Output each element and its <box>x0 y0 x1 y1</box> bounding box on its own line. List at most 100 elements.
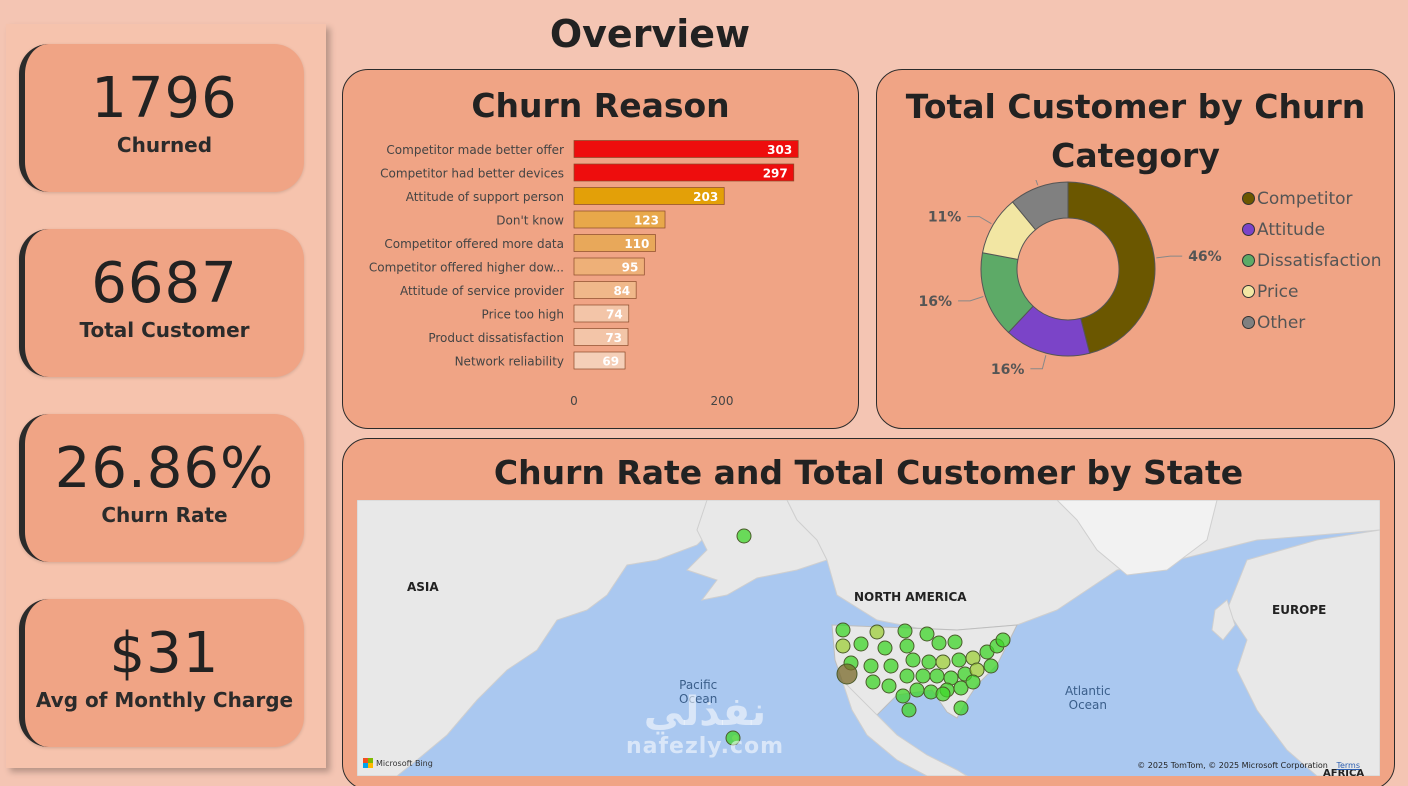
state-bubble[interactable] <box>953 680 969 696</box>
map-copyright: © 2025 TomTom, © 2025 Microsoft Corporat… <box>1137 761 1328 770</box>
bar-category-label: Competitor made better offer <box>386 143 564 157</box>
legend-dot-icon <box>1242 285 1255 298</box>
state-bubble[interactable] <box>915 668 931 684</box>
state-bubble[interactable] <box>881 678 897 694</box>
kpi-label: Total Customer <box>79 318 250 342</box>
state-bubble[interactable] <box>951 652 967 668</box>
legend-item-other[interactable]: Other <box>1242 307 1382 338</box>
kpi-label: Churn Rate <box>101 503 228 527</box>
donut-leader-line <box>958 296 984 302</box>
bar[interactable] <box>573 234 656 252</box>
state-bubble[interactable] <box>931 635 947 651</box>
microsoft-logo-icon <box>363 758 373 768</box>
state-bubble[interactable] <box>725 730 741 746</box>
bar[interactable] <box>573 304 630 323</box>
legend-label: Other <box>1257 312 1306 333</box>
terms-link[interactable]: Terms <box>1336 761 1360 770</box>
state-bubble[interactable] <box>921 654 937 670</box>
state-bubble[interactable] <box>865 674 881 690</box>
state-bubble[interactable] <box>983 658 999 674</box>
donut-leader-line <box>967 216 992 225</box>
bar[interactable] <box>573 257 645 276</box>
bar[interactable] <box>573 328 629 346</box>
legend-item-competitor[interactable]: Competitor <box>1242 183 1382 214</box>
bing-attribution: Microsoft Bing <box>363 758 433 768</box>
state-bubble[interactable] <box>919 626 935 642</box>
state-bubble[interactable] <box>899 668 915 684</box>
state-bubble[interactable] <box>899 638 915 654</box>
state-bubble[interactable] <box>835 638 851 654</box>
legend-dot-icon <box>1242 192 1255 205</box>
bar[interactable] <box>573 187 725 205</box>
kpi-card-avg-monthly-charge[interactable]: $31 Avg of Monthly Charge <box>19 599 304 747</box>
map-label-pacific: Pacific Ocean <box>679 678 717 706</box>
donut-slice[interactable] <box>1067 181 1156 354</box>
bar[interactable] <box>573 163 795 182</box>
legend-item-attitude[interactable]: Attitude <box>1242 214 1382 245</box>
state-bubble[interactable] <box>929 668 945 684</box>
watermark-arabic: نفذلي <box>643 689 767 735</box>
state-bubble[interactable] <box>901 702 917 718</box>
state-bubble[interactable] <box>935 686 951 702</box>
state-bubble[interactable] <box>835 622 851 638</box>
watermark-latin: nafezly.com <box>625 734 785 759</box>
churn-by-state-card: Churn Rate and Total Customer by State A… <box>342 438 1395 786</box>
state-bubble[interactable] <box>965 674 981 690</box>
kpi-card-churn-rate[interactable]: 26.86% Churn Rate <box>19 414 304 562</box>
donut-leader-line <box>1035 180 1039 186</box>
state-bubble[interactable] <box>995 632 1011 648</box>
donut-data-label: 16% <box>991 362 1025 378</box>
state-bubble[interactable] <box>836 663 858 685</box>
legend-label: Competitor <box>1257 188 1353 209</box>
state-bubble[interactable] <box>863 658 879 674</box>
churn-category-donut-chart[interactable]: 46% 16% 16% 11% 11% <box>877 180 1237 430</box>
legend-label: Attitude <box>1257 219 1326 240</box>
donut-leader-line <box>1156 255 1183 259</box>
bar-category-label: Competitor offered higher dow... <box>369 261 564 275</box>
bar-category-label: Price too high <box>482 308 564 322</box>
kpi-value: 26.86% <box>54 436 275 501</box>
bar[interactable] <box>573 210 666 229</box>
state-bubble[interactable] <box>909 682 925 698</box>
state-bubble[interactable] <box>905 652 921 668</box>
bar-data-label: 303 <box>767 143 792 157</box>
bar-data-label: 73 <box>605 331 622 345</box>
ocean-label-line: Atlantic <box>1065 684 1111 698</box>
donut-slice[interactable] <box>1011 181 1069 231</box>
bar[interactable] <box>573 351 626 370</box>
kpi-card-total-customer[interactable]: 6687 Total Customer <box>19 229 304 377</box>
state-bubble[interactable] <box>897 623 913 639</box>
bar[interactable] <box>573 140 799 158</box>
legend-item-dissatisfaction[interactable]: Dissatisfaction <box>1242 245 1382 276</box>
bar-category-label: Attitude of service provider <box>400 284 564 298</box>
churn-reason-bar-chart[interactable]: Competitor made better offer 303 Competito… <box>343 140 860 440</box>
watermark: نفذلي nafezly.com <box>620 690 790 760</box>
churn-reason-title: Churn Reason <box>471 86 730 125</box>
churn-category-title: Total Customer by Churn Category <box>905 87 1366 175</box>
legend-item-price[interactable]: Price <box>1242 276 1382 307</box>
bing-label: Microsoft Bing <box>376 758 433 768</box>
bar-data-label: 203 <box>693 190 718 204</box>
state-bubble[interactable] <box>947 634 963 650</box>
map-label-atlantic: Atlantic Ocean <box>1065 684 1111 712</box>
state-bubble[interactable] <box>935 654 951 670</box>
state-bubble[interactable] <box>869 624 885 640</box>
state-bubble[interactable] <box>853 636 869 652</box>
state-bubble[interactable] <box>736 528 752 544</box>
state-bubble[interactable] <box>883 658 899 674</box>
donut-data-label: 16% <box>919 294 953 310</box>
kpi-value: 1796 <box>91 66 238 131</box>
state-bubbles[interactable] <box>357 500 1380 776</box>
state-bubble[interactable] <box>953 700 969 716</box>
churn-category-card: Total Customer by Churn Category 46% 16% 1… <box>876 69 1395 429</box>
ocean-label-line: Ocean <box>679 692 718 706</box>
state-bubble[interactable] <box>895 688 911 704</box>
map-landmass <box>357 500 1380 776</box>
kpi-value: $31 <box>109 621 220 686</box>
kpi-card-churned[interactable]: 1796 Churned <box>19 44 304 192</box>
churn-category-legend: Competitor Attitude Dissatisfaction Pric… <box>1242 183 1382 338</box>
donut-data-label: 11% <box>928 210 962 226</box>
state-map[interactable]: ASIA NORTH AMERICA EUROPE AFRICA Pacific… <box>357 500 1380 776</box>
bar[interactable] <box>573 281 637 299</box>
state-bubble[interactable] <box>877 640 893 656</box>
